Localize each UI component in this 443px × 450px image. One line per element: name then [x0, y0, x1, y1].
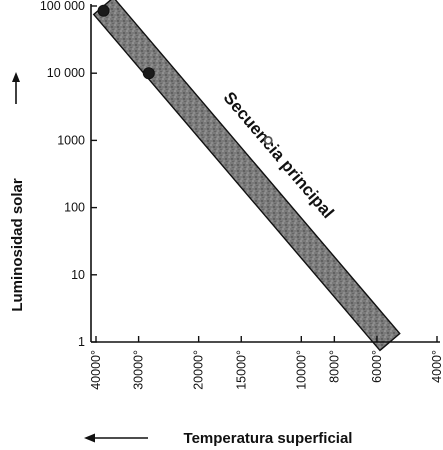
x-tick-label: 8000° [327, 350, 341, 383]
x-tick-label: 10000° [294, 350, 308, 390]
x-axis-arrow-head-icon [84, 433, 95, 443]
star-point-filled [142, 67, 155, 80]
y-tick-label: 100 000 [40, 0, 85, 13]
y-tick-label: 100 [64, 201, 85, 215]
y-axis-arrow-head-icon [12, 72, 20, 82]
x-axis-title: Temperatura superficial [184, 430, 353, 447]
x-tick-label: 20000° [192, 350, 206, 390]
x-tick-label: 6000° [370, 350, 384, 383]
x-tick-label: 40000° [89, 350, 103, 390]
star-point-filled [97, 4, 110, 17]
y-tick-label: 1000 [57, 133, 85, 147]
y-tick-label: 1 [78, 335, 85, 349]
x-tick-label: 30000° [132, 350, 146, 390]
main-sequence-band [92, 0, 401, 352]
y-tick-label: 10 000 [47, 66, 85, 80]
x-tick-label: 4000° [430, 350, 443, 383]
y-tick-label: 10 [71, 268, 85, 282]
star-point-open [263, 135, 273, 145]
y-axis-title: Luminosidad solar [9, 178, 26, 312]
x-tick-label: 15000° [234, 350, 248, 390]
